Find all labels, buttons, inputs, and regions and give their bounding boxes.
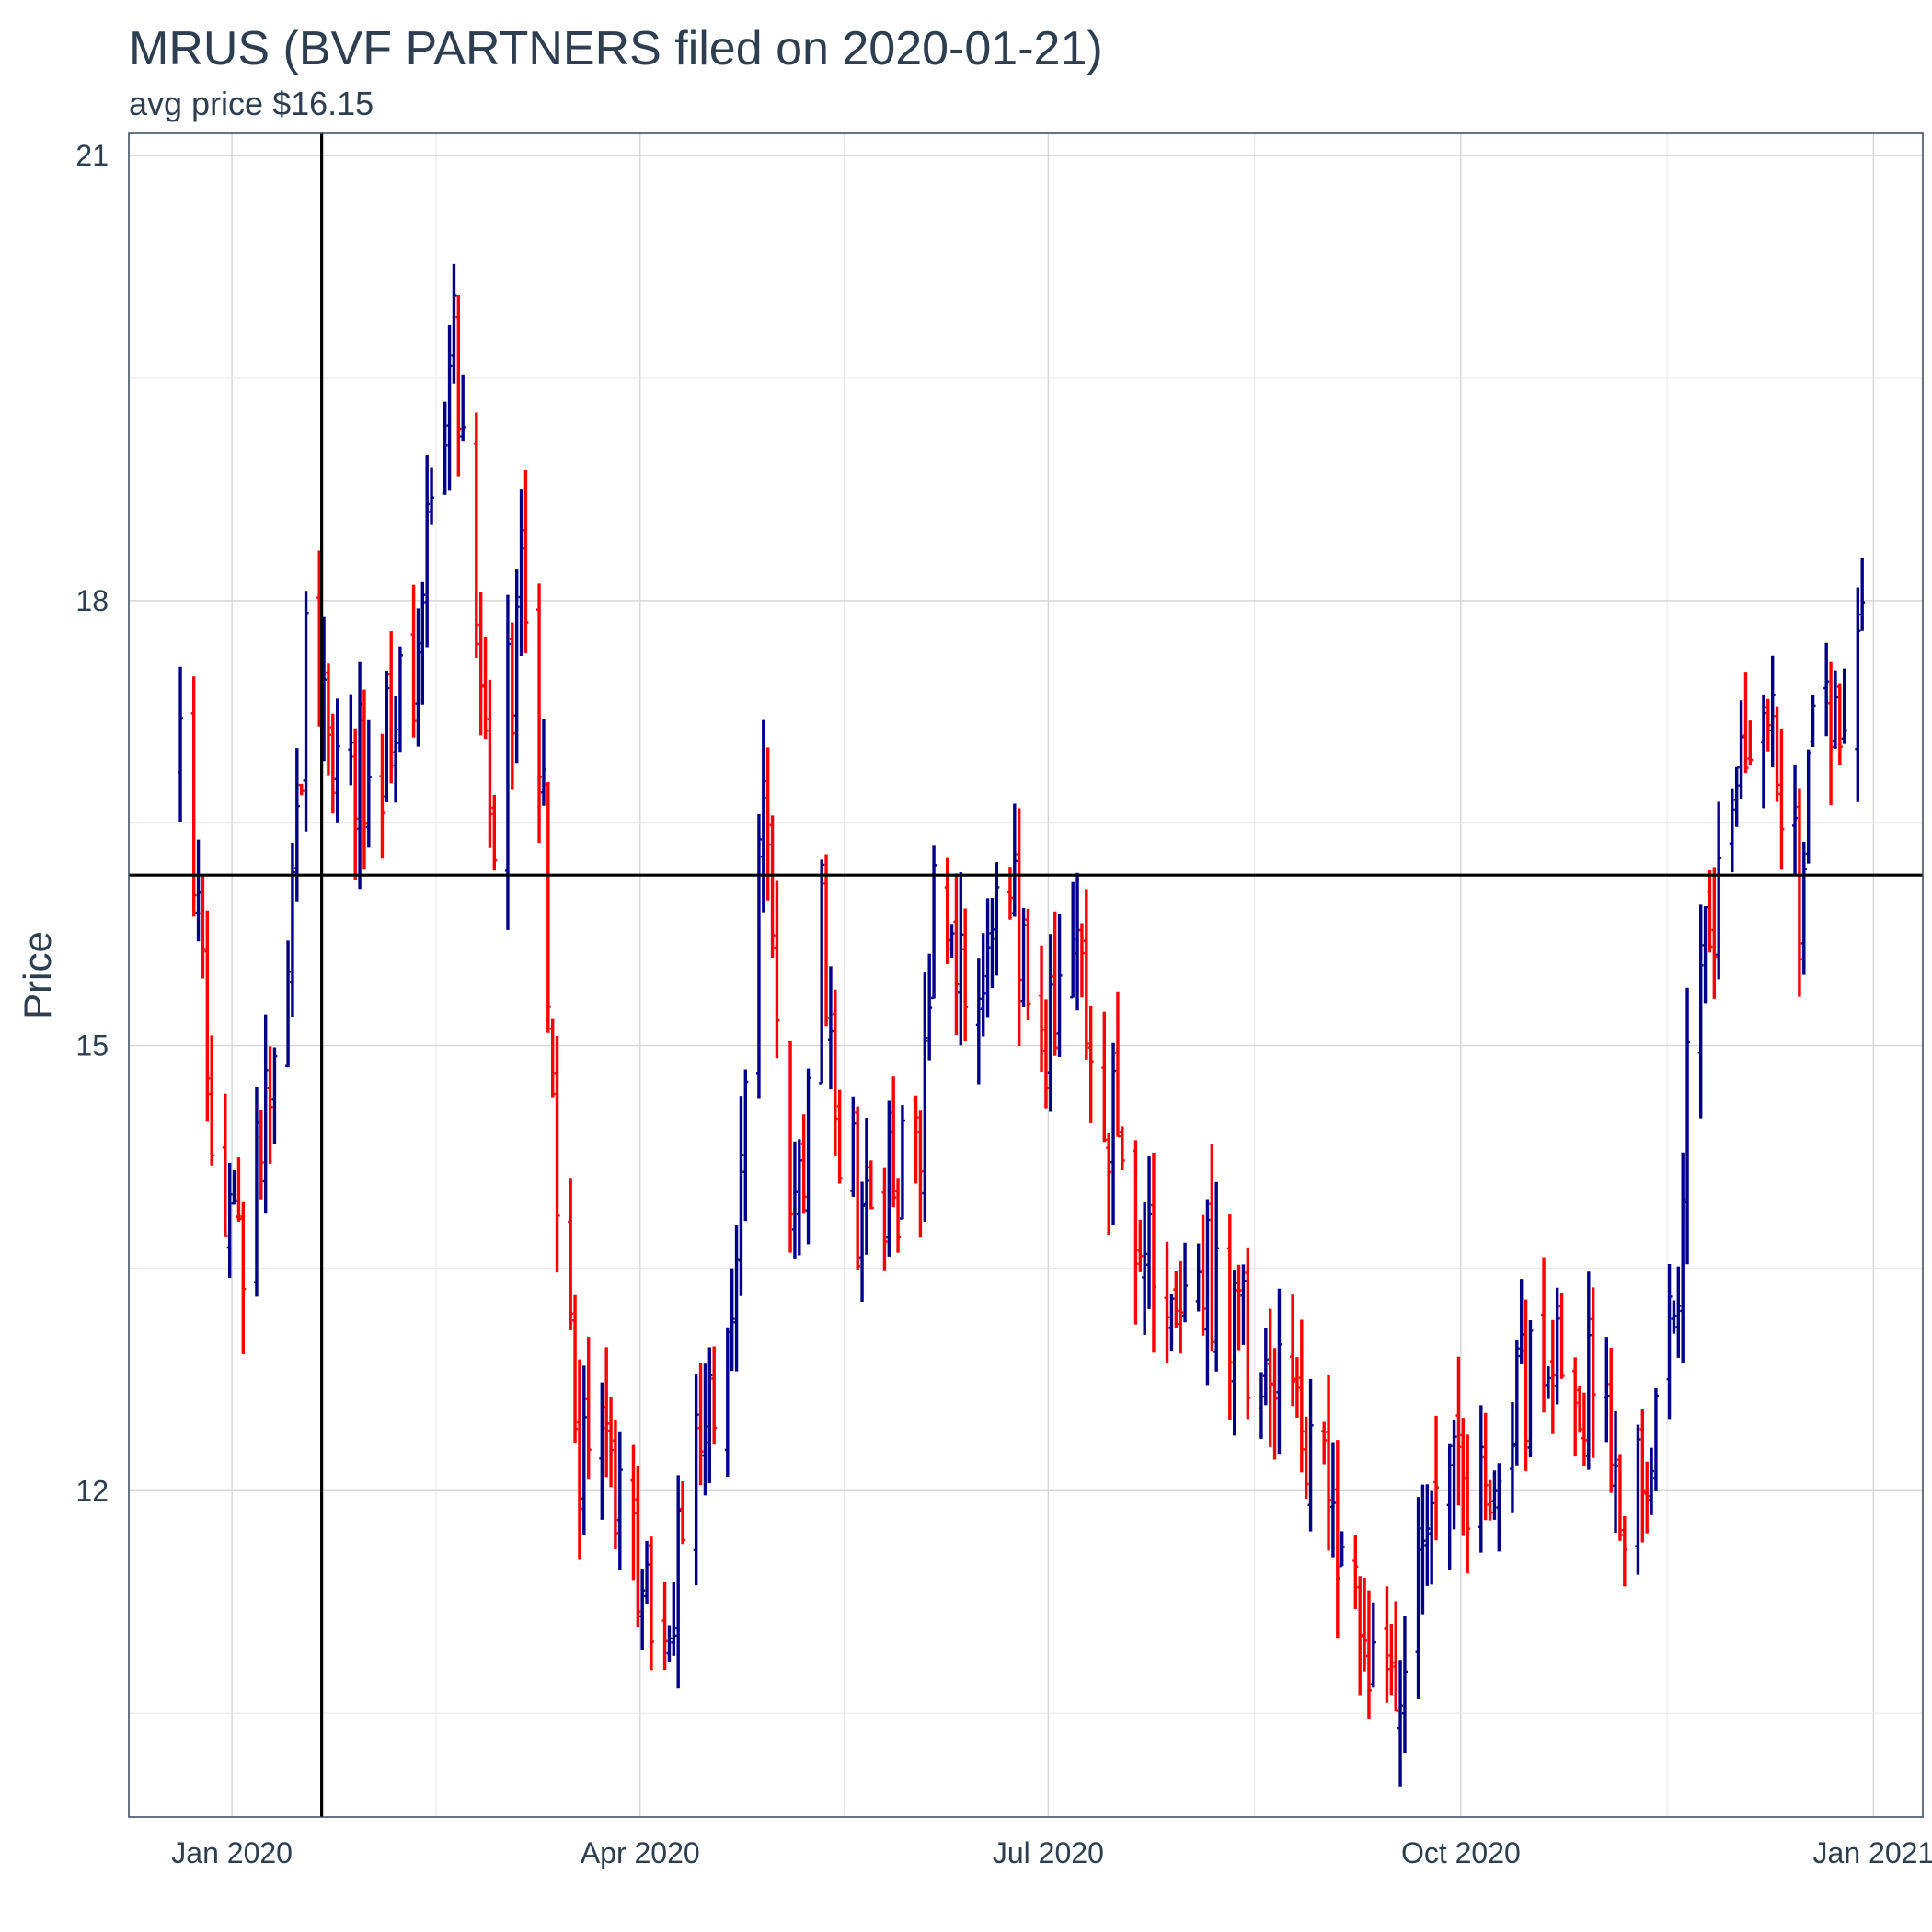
x-tick-label: Apr 2020 (581, 1836, 700, 1869)
x-tick-label: Oct 2020 (1401, 1836, 1521, 1869)
reference-lines (129, 133, 1923, 1817)
chart-title: MRUS (BVF PARTNERS filed on 2020-01-21) (129, 22, 1103, 75)
grid-lines (129, 133, 1923, 1817)
x-tick-label: Jan 2020 (171, 1836, 293, 1869)
x-axis-ticks: Jan 2020 Apr 2020 Jul 2020 Oct 2020 Jan 2021 (171, 1836, 1932, 1869)
price-bars (178, 263, 1866, 1787)
y-tick-label: 18 (75, 584, 109, 617)
y-tick-label: 12 (75, 1474, 109, 1507)
y-axis-label: Price (16, 931, 59, 1019)
y-tick-label: 15 (75, 1029, 109, 1063)
plot-panel-border (128, 132, 1924, 1818)
chart-subtitle: avg price $16.15 (129, 85, 374, 122)
x-tick-label: Jul 2020 (993, 1836, 1104, 1869)
y-axis-ticks: 12 15 18 21 (75, 139, 109, 1507)
x-tick-label: Jan 2021 (1813, 1836, 1932, 1869)
y-tick-label: 21 (75, 139, 109, 172)
